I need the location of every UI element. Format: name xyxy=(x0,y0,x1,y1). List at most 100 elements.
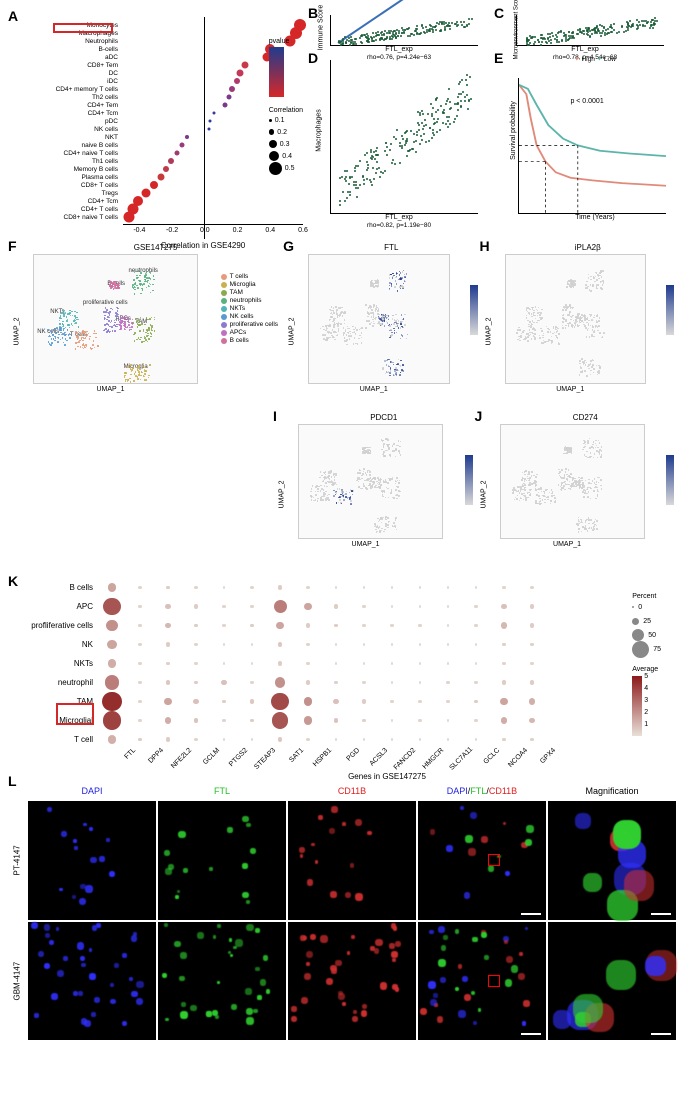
dot-row: NK cells xyxy=(23,125,303,133)
microscopy-image xyxy=(158,801,286,920)
panel-h-label: H xyxy=(480,238,490,254)
panel-d-ylabel: Macrophages xyxy=(316,109,323,151)
microscopy-image xyxy=(548,801,676,920)
panel-h-xlabel: UMAP_1 xyxy=(500,386,641,393)
panel-i: I PDCD1 UMAP_2 UMAP_1 xyxy=(273,413,475,568)
panel-i-label: I xyxy=(273,408,277,424)
microscopy-image xyxy=(548,922,676,1041)
corr-label: Correlation xyxy=(269,107,303,114)
panel-j-ylabel: UMAP_2 xyxy=(480,480,487,508)
cl-prolif: proliferative cells xyxy=(83,300,128,306)
microscopy-image xyxy=(28,801,156,920)
panel-b-label: B xyxy=(308,5,318,21)
microscopy-image xyxy=(418,801,546,920)
dot-row: CD4+ memory T cells xyxy=(23,85,303,93)
dot-row: Monocytes xyxy=(23,21,303,29)
panel-f-ylabel: UMAP_2 xyxy=(14,317,21,345)
panel-j-title: CD274 xyxy=(495,413,677,422)
panel-d-xlabel: FTL_exp xyxy=(310,214,488,221)
dot-row: CD4+ Tcm xyxy=(23,197,303,205)
panel-l: L DAPIFTLCD11BDAPI/FTL/CD11BMagnificatio… xyxy=(8,783,676,1040)
dot-row: CD8+ T cells xyxy=(23,181,303,189)
panel-j: J CD274 UMAP_2 UMAP_1 xyxy=(475,413,677,568)
panel-f-label: F xyxy=(8,238,17,254)
dot-row: CD4+ Tem xyxy=(23,101,303,109)
panel-i-xlabel: UMAP_1 xyxy=(293,541,438,548)
panel-i-title: PDCD1 xyxy=(293,413,475,422)
panel-a: A MonocytesMacrophagesNeutrophilsB-cells… xyxy=(8,8,308,238)
panel-e-ylabel: Survival probability xyxy=(510,101,517,160)
pval: p < 0.0001 xyxy=(570,98,603,105)
panel-e: E Survival probability ✦ High ✦ Low p < … xyxy=(494,53,676,238)
panel-c: C Microenvironment Score FTL_exp rho=0.7… xyxy=(494,8,676,49)
dot-row: Neutrophils xyxy=(23,37,303,45)
dot-row: NKT xyxy=(23,133,303,141)
survival-plot: p < 0.0001 xyxy=(518,78,666,214)
panel-f-legend: T cellsMicrogliaTAMneutrophilsNKTsNK cel… xyxy=(221,273,278,345)
dot-row: B-cells xyxy=(23,45,303,53)
panel-i-grad xyxy=(465,453,473,507)
panel-j-label: J xyxy=(475,408,483,424)
dot-row: DC xyxy=(23,69,303,77)
legend-avg: Average xyxy=(632,666,661,673)
panel-a-legend: pvalue Correlation 0.10.20.30.40.5 xyxy=(269,38,303,174)
panel-h-ylabel: UMAP_2 xyxy=(485,317,492,345)
pvalue-label: pvalue xyxy=(269,38,303,45)
panel-k: K B cellsAPCprofliferative cellsNKNKTsne… xyxy=(8,578,676,778)
panel-j-grad xyxy=(666,453,674,507)
legend-percent: Percent xyxy=(632,593,661,600)
panel-b: B Immune Score FTL_exp rho=0.76, p=4.24e… xyxy=(308,8,490,49)
panel-h-grad xyxy=(666,283,674,337)
panel-g-ylabel: UMAP_2 xyxy=(289,317,296,345)
panel-d-stats: rho=0.82, p=1.19e−80 xyxy=(310,222,488,229)
panel-f: F GSE147275 UMAP_2 neutrophils B cells p… xyxy=(8,243,283,413)
legend-high: High xyxy=(581,56,594,63)
dot-row: Memory B cells xyxy=(23,165,303,173)
dot-row: CD4+ Tcm xyxy=(23,109,303,117)
dot-row: CD8+ naive T cells xyxy=(23,213,303,221)
panel-l-label: L xyxy=(8,773,17,789)
panel-d: D Macrophages FTL_exp rho=0.82, p=1.19e−… xyxy=(308,53,490,238)
panel-g-title: FTL xyxy=(303,243,479,252)
dot-row: naive B cells xyxy=(23,141,303,149)
dot-row: pDC xyxy=(23,117,303,125)
panel-k-label: K xyxy=(8,573,18,589)
dot-row: Th1 cells xyxy=(23,157,303,165)
panel-h: H iPLA2β UMAP_2 UMAP_1 xyxy=(480,243,676,413)
dot-row: Tregs xyxy=(23,189,303,197)
panel-i-ylabel: UMAP_2 xyxy=(279,480,286,508)
dot-row: CD4+ naive T cells xyxy=(23,149,303,157)
legend-low: Low xyxy=(604,56,616,63)
panel-g: G FTL UMAP_2 UMAP_1 xyxy=(283,243,479,413)
highlight-tam xyxy=(56,703,94,725)
microscopy-image xyxy=(418,922,546,1041)
dot-row: Macrophages xyxy=(23,29,303,37)
panel-e-label: E xyxy=(494,50,503,66)
panel-a-xaxis: -0.4-0.20.00.20.40.6 xyxy=(123,224,303,239)
microscopy-image xyxy=(158,922,286,1041)
panel-h-title: iPLA2β xyxy=(500,243,676,252)
surv-low xyxy=(519,85,666,156)
panel-g-xlabel: UMAP_1 xyxy=(303,386,444,393)
panel-b-ylabel: Immune Score xyxy=(317,5,324,51)
panel-g-grad xyxy=(470,283,478,337)
panel-e-xlabel: Time (Years) xyxy=(516,214,674,221)
dot-row: aDC xyxy=(23,53,303,61)
panel-f-title: GSE147275 xyxy=(28,243,283,252)
panel-j-xlabel: UMAP_1 xyxy=(495,541,640,548)
dot-row: CD8+ Tem xyxy=(23,61,303,69)
dot-row: Th2 cells xyxy=(23,93,303,101)
microscopy-image xyxy=(28,922,156,1041)
microscopy-image xyxy=(288,922,416,1041)
dot-row: CD4+ T cells xyxy=(23,205,303,213)
panel-f-xlabel: UMAP_1 xyxy=(28,386,193,393)
microscopy-image xyxy=(288,801,416,920)
dot-row: iDC xyxy=(23,77,303,85)
panel-k-legend: Percent 0255075 Average 54321 xyxy=(632,593,661,739)
panel-d-label: D xyxy=(308,50,318,66)
panel-a-label: A xyxy=(8,8,18,24)
panel-g-label: G xyxy=(283,238,294,254)
cl-neutrophils: neutrophils xyxy=(129,268,158,274)
panel-c-label: C xyxy=(494,5,504,21)
dot-row: Plasma cells xyxy=(23,173,303,181)
